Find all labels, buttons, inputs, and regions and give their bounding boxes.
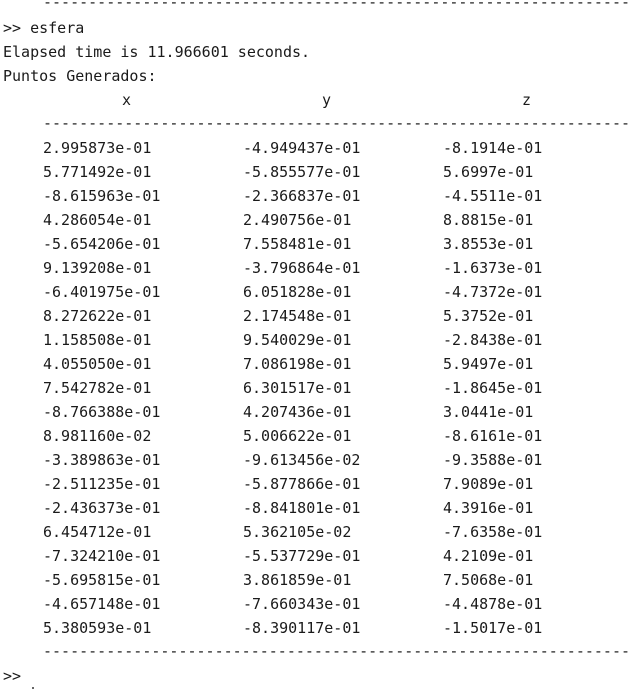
text-cursor xyxy=(32,687,34,689)
table-cell-y: -3.796864e-01 xyxy=(243,259,361,277)
table-cell-z: 4.2109e-01 xyxy=(443,547,534,565)
column-header-x: x xyxy=(122,91,132,109)
table-cell-y: 3.861859e-01 xyxy=(243,571,352,589)
table-cell-x: 6.454712e-01 xyxy=(43,523,152,541)
table-cell-z: -1.6373e-01 xyxy=(443,259,543,277)
table-cell-y: 9.540029e-01 xyxy=(243,331,352,349)
command-prompt[interactable]: >> xyxy=(3,667,22,685)
table-cell-z: -1.5017e-01 xyxy=(443,619,543,637)
table-cell-x: -5.654206e-01 xyxy=(43,235,161,253)
table-cell-y: 2.490756e-01 xyxy=(243,211,352,229)
table-cell-x: -6.401975e-01 xyxy=(43,283,161,301)
table-cell-y: 7.558481e-01 xyxy=(243,235,352,253)
header-separator: ----------------------------------------… xyxy=(43,117,630,129)
table-cell-z: 5.9497e-01 xyxy=(443,355,534,373)
table-cell-y: 5.362105e-02 xyxy=(243,523,352,541)
table-cell-x: -5.695815e-01 xyxy=(43,571,161,589)
table-cell-y: 6.051828e-01 xyxy=(243,283,352,301)
table-cell-y: 6.301517e-01 xyxy=(243,379,352,397)
table-cell-z: -4.5511e-01 xyxy=(443,187,543,205)
table-cell-x: -7.324210e-01 xyxy=(43,547,161,565)
table-cell-y: 2.174548e-01 xyxy=(243,307,352,325)
table-cell-y: -5.537729e-01 xyxy=(243,547,361,565)
command-line: >> esfera xyxy=(3,19,85,37)
table-cell-z: 7.9089e-01 xyxy=(443,475,534,493)
table-cell-z: -9.3588e-01 xyxy=(443,451,543,469)
table-cell-y: -5.855577e-01 xyxy=(243,163,361,181)
bottom-separator: ----------------------------------------… xyxy=(43,645,630,657)
table-cell-y: -9.613456e-02 xyxy=(243,451,361,469)
column-header-y: y xyxy=(322,91,332,109)
table-cell-y: -2.366837e-01 xyxy=(243,187,361,205)
table-cell-x: 1.158508e-01 xyxy=(43,331,152,349)
column-header-z: z xyxy=(522,91,532,109)
table-cell-x: -3.389863e-01 xyxy=(43,451,161,469)
table-cell-y: -7.660343e-01 xyxy=(243,595,361,613)
table-cell-x: -2.436373e-01 xyxy=(43,499,161,517)
table-cell-y: -8.390117e-01 xyxy=(243,619,361,637)
table-cell-z: -8.1914e-01 xyxy=(443,139,543,157)
table-cell-x: -8.766388e-01 xyxy=(43,403,161,421)
table-cell-z: 5.6997e-01 xyxy=(443,163,534,181)
table-cell-x: 2.995873e-01 xyxy=(43,139,152,157)
table-cell-z: -4.7372e-01 xyxy=(443,283,543,301)
table-cell-x: 4.055050e-01 xyxy=(43,355,152,373)
table-cell-x: 7.542782e-01 xyxy=(43,379,152,397)
table-cell-x: 8.981160e-02 xyxy=(43,427,152,445)
table-cell-x: 4.286054e-01 xyxy=(43,211,152,229)
table-cell-y: -5.877866e-01 xyxy=(243,475,361,493)
table-cell-y: 4.207436e-01 xyxy=(243,403,352,421)
table-cell-z: -1.8645e-01 xyxy=(443,379,543,397)
table-cell-y: 7.086198e-01 xyxy=(243,355,352,373)
section-title: Puntos Generados: xyxy=(3,67,157,85)
table-cell-z: 5.3752e-01 xyxy=(443,307,534,325)
table-cell-x: 8.272622e-01 xyxy=(43,307,152,325)
table-cell-z: -8.6161e-01 xyxy=(443,427,543,445)
table-cell-z: 8.8815e-01 xyxy=(443,211,534,229)
table-cell-x: -4.657148e-01 xyxy=(43,595,161,613)
elapsed-time-line: Elapsed time is 11.966601 seconds. xyxy=(3,43,311,61)
table-cell-z: -2.8438e-01 xyxy=(443,331,543,349)
top-separator: ----------------------------------------… xyxy=(43,0,630,8)
table-cell-z: -7.6358e-01 xyxy=(443,523,543,541)
table-cell-x: 5.380593e-01 xyxy=(43,619,152,637)
table-cell-z: -4.4878e-01 xyxy=(443,595,543,613)
table-cell-y: -4.949437e-01 xyxy=(243,139,361,157)
table-cell-x: 9.139208e-01 xyxy=(43,259,152,277)
table-cell-z: 7.5068e-01 xyxy=(443,571,534,589)
table-cell-x: -2.511235e-01 xyxy=(43,475,161,493)
table-cell-y: 5.006622e-01 xyxy=(243,427,352,445)
table-cell-z: 3.8553e-01 xyxy=(443,235,534,253)
table-cell-z: 4.3916e-01 xyxy=(443,499,534,517)
table-cell-x: -8.615963e-01 xyxy=(43,187,161,205)
table-cell-y: -8.841801e-01 xyxy=(243,499,361,517)
table-cell-x: 5.771492e-01 xyxy=(43,163,152,181)
table-cell-z: 3.0441e-01 xyxy=(443,403,534,421)
